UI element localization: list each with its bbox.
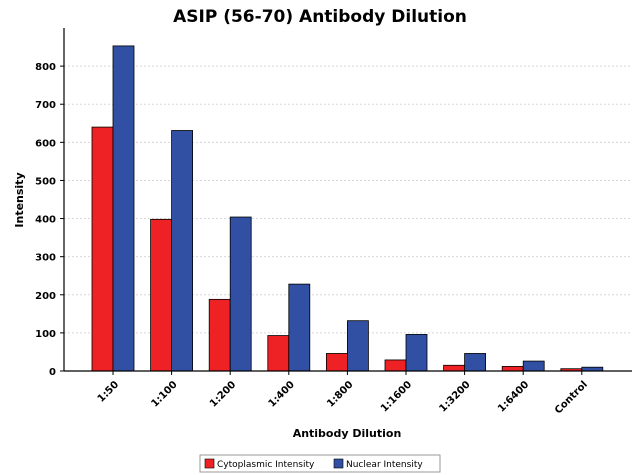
bar-cytoplasmic-4 — [325, 353, 348, 372]
chart-title: ASIP (56-70) Antibody Dilution — [173, 7, 467, 27]
x-axis-label: Antibody Dilution — [293, 427, 402, 440]
y-tick-label: 0 — [49, 367, 56, 378]
bar-nuclear-7 — [522, 360, 545, 372]
bars — [91, 45, 604, 372]
bar-nuclear-1 — [171, 130, 194, 372]
bar-cytoplasmic-7 — [501, 366, 524, 372]
bar-nuclear-3 — [288, 283, 311, 372]
legend-label-cytoplasmic: Cytoplasmic Intensity — [217, 460, 315, 470]
bar-cytoplasmic-1 — [150, 218, 173, 372]
legend-swatch-cytoplasmic — [204, 458, 215, 469]
bar-cytoplasmic-3 — [267, 335, 290, 372]
y-tick-label: 300 — [35, 253, 56, 264]
x-tick-label: 1:100 — [149, 379, 179, 409]
bar-cytoplasmic-5 — [384, 359, 407, 372]
x-tick-label: 1:6400 — [496, 379, 531, 414]
y-tick-label: 800 — [35, 62, 56, 73]
y-tick-label: 700 — [35, 100, 56, 111]
y-tick-label: 500 — [35, 176, 56, 187]
y-tick-label: 400 — [35, 215, 56, 226]
y-tick-label: 200 — [35, 291, 56, 302]
x-tick-label: 1:1600 — [379, 379, 414, 414]
bar-cytoplasmic-2 — [208, 298, 231, 372]
x-tick-label: 1:3200 — [438, 379, 473, 414]
legend-swatch-nuclear — [333, 458, 344, 469]
grid-lines — [64, 65, 632, 334]
x-tick-label: 1:400 — [267, 379, 297, 409]
bar-cytoplasmic-6 — [443, 364, 466, 372]
y-tick-label: 100 — [35, 329, 56, 340]
x-tick-label: Control — [553, 379, 590, 416]
bar-nuclear-5 — [405, 334, 428, 372]
bar-nuclear-0 — [112, 45, 135, 372]
legend-frame — [199, 454, 441, 473]
y-tick-label: 600 — [35, 138, 56, 149]
legend: Cytoplasmic Intensity Nuclear Intensity — [199, 454, 441, 473]
bar-nuclear-6 — [464, 353, 487, 372]
bar-nuclear-4 — [346, 320, 369, 372]
x-tick-label: 1:50 — [96, 379, 121, 404]
y-axis-label: Intensity — [13, 172, 26, 227]
x-tick-label: 1:200 — [208, 379, 238, 409]
legend-label-nuclear: Nuclear Intensity — [346, 460, 423, 470]
bar-cytoplasmic-0 — [91, 126, 114, 372]
x-tick-label: 1:800 — [325, 379, 355, 409]
bar-nuclear-2 — [229, 216, 252, 372]
y-tick-labels: 0 100 200 300 400 500 600 700 800 — [35, 62, 64, 378]
x-tick-labels: 1:50 1:100 1:200 1:400 1:800 1:1600 1:3200 1:64… — [96, 371, 590, 416]
